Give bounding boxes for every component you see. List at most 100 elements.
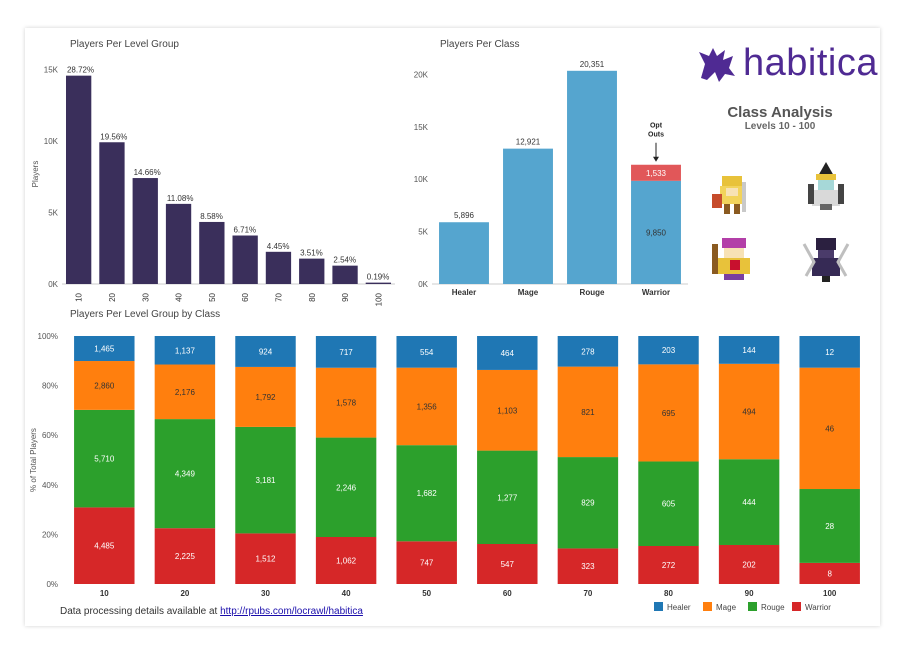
chart3-segment-mage <box>235 366 296 427</box>
chart3-data-label: 924 <box>259 347 273 356</box>
chart1-xtick: 30 <box>141 292 150 301</box>
source-link[interactable]: http://rpubs.com/locrawl/habitica <box>220 606 363 617</box>
chart1-data-label: 6.71% <box>233 226 256 235</box>
chart3-segment-rouge <box>315 437 377 537</box>
warrior-avatar-icon <box>712 176 746 214</box>
chart3-segment-rouge <box>718 459 780 545</box>
chart1-bar <box>132 178 158 284</box>
chart2-xtick: Healer <box>452 288 476 297</box>
brand-name: habitica <box>743 42 878 84</box>
chart3-segment-rouge <box>557 457 619 549</box>
chart3-segment-warrior <box>477 543 538 584</box>
chart3-segment-warrior <box>154 528 216 584</box>
chart2-data-label: 12,921 <box>516 138 541 147</box>
chart3-segment-warrior <box>799 562 860 584</box>
legend-label-rouge: Rouge <box>761 603 785 612</box>
chart1-bar <box>99 142 125 284</box>
chart3-segment-mage <box>477 369 538 451</box>
chart3-data-label: 554 <box>420 348 434 357</box>
chart3-data-label: 4,485 <box>94 542 115 551</box>
chart3-segment-warrior <box>315 536 377 584</box>
chart1-xtick: 50 <box>208 292 217 301</box>
chart3-segment-rouge <box>638 461 699 546</box>
chart2-optout-bar <box>631 164 681 181</box>
chart2-ytick: 20K <box>414 70 429 79</box>
chart1-xtick: 80 <box>308 292 317 301</box>
chart1-bar <box>332 265 358 284</box>
chart3-data-label: 1,356 <box>417 402 438 411</box>
chart3-data-label: 1,682 <box>417 489 438 498</box>
chart1-data-label: 0.19% <box>367 273 390 282</box>
chart3-segment-mage <box>718 363 780 460</box>
chart3-ytick: 60% <box>42 431 58 440</box>
annotation-line2: Outs <box>648 132 664 139</box>
legend-swatch-rouge <box>748 602 757 611</box>
chart3-ytick: 100% <box>38 332 58 341</box>
chart3-segment-healer <box>315 336 377 368</box>
chart1-ytick: 5K <box>48 209 58 218</box>
legend-label-healer: Healer <box>667 603 691 612</box>
chart2-xtick: Rouge <box>580 288 605 297</box>
chart1-data-label: 8.58% <box>200 212 223 221</box>
chart1-xtick: 10 <box>75 292 84 301</box>
chart3-data-label: 1,277 <box>497 493 518 502</box>
chart3-data-label: 4,349 <box>175 470 196 479</box>
chart3-ytick: 80% <box>42 382 58 391</box>
chart1-xtick: 100 <box>374 292 383 306</box>
chart3-segment-healer <box>154 336 216 365</box>
chart3-data-label: 1,137 <box>175 346 196 355</box>
chart1-xtick: 60 <box>241 292 250 301</box>
chart3-segment-warrior <box>557 548 619 584</box>
chart2-xtick: Mage <box>518 288 539 297</box>
chart1-xtick: 70 <box>274 292 283 301</box>
chart3-data-label: 1,062 <box>336 556 357 565</box>
chart3-data-label: 2,225 <box>175 552 196 561</box>
chart3-data-label: 1,103 <box>497 406 518 415</box>
chart3-segment-warrior <box>74 507 135 584</box>
chart3-segment-mage <box>638 364 699 462</box>
chart3-ylabel: % of Total Players <box>29 428 38 492</box>
chart3-segment-rouge <box>154 419 216 529</box>
chart3-ytick: 0% <box>46 580 58 589</box>
chart1-xtick: 90 <box>341 292 350 301</box>
chart3-data-label: 202 <box>742 560 756 569</box>
chart3-ytick: 20% <box>42 530 58 539</box>
chart1-ytick: 10K <box>44 137 59 146</box>
chart3-data-label: 2,176 <box>175 388 196 397</box>
chart3-data-label: 8 <box>827 569 832 578</box>
chart3-data-label: 46 <box>825 424 834 433</box>
chart3-segment-mage <box>315 367 377 438</box>
chart3-data-label: 272 <box>662 561 676 570</box>
chart3-data-label: 3,181 <box>255 476 276 485</box>
chart3-xtick: 20 <box>180 589 189 598</box>
chart3-xtick: 100 <box>823 589 837 598</box>
legend-label-warrior: Warrior <box>805 603 831 612</box>
chart3-data-label: 323 <box>581 562 595 571</box>
chart1-data-label: 3.51% <box>300 249 323 258</box>
chart3-xtick: 50 <box>422 589 431 598</box>
chart3-segment-warrior <box>718 544 780 584</box>
chart3-segment-mage <box>396 367 457 446</box>
chart3-segment-healer <box>799 336 860 368</box>
chart3-data-label: 695 <box>662 409 676 418</box>
chart3-segment-warrior <box>638 545 699 584</box>
chart3-segment-rouge <box>74 409 135 508</box>
chart1-bar <box>365 282 392 284</box>
gryphon-icon <box>699 48 735 82</box>
chart3-segment-mage <box>799 367 860 490</box>
chart1-bar <box>232 235 258 284</box>
chart1-data-label: 19.56% <box>100 132 127 141</box>
chart3-segment-healer <box>718 336 780 364</box>
chart1-data-label: 11.08% <box>167 194 194 203</box>
chart1-xtick: 40 <box>175 292 184 301</box>
chart2-data-label: 20,351 <box>580 60 605 69</box>
chart2-bar <box>503 148 553 284</box>
healer-avatar-icon <box>712 238 750 280</box>
chart3-segment-healer <box>638 336 699 365</box>
chart3-segment-mage <box>74 361 135 410</box>
legend-label-mage: Mage <box>716 603 737 612</box>
chart2-ytick: 10K <box>414 175 429 184</box>
chart3-xtick: 90 <box>745 589 754 598</box>
chart3-data-label: 444 <box>742 498 756 507</box>
